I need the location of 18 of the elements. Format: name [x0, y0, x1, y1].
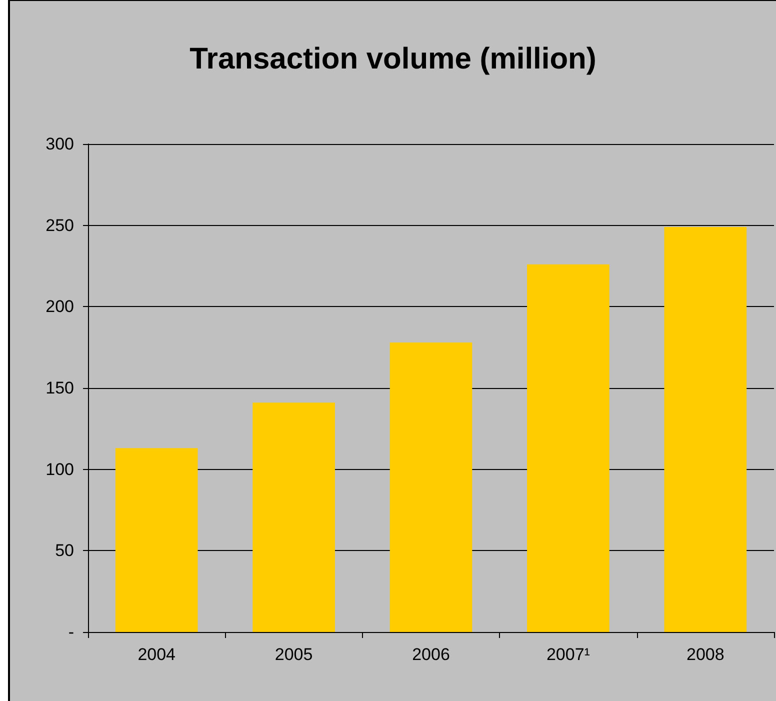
- y-tick-label: 300: [46, 134, 74, 154]
- x-tick-label: 2007¹: [546, 645, 590, 664]
- bar: [664, 226, 747, 632]
- x-tick-label: 2004: [138, 645, 176, 664]
- chart-title: Transaction volume (million): [190, 42, 596, 76]
- y-tick-label: 100: [46, 460, 74, 479]
- x-tick-label: 2005: [274, 645, 313, 664]
- bar: [252, 402, 335, 632]
- y-tick-label: -: [68, 622, 74, 642]
- y-tick-label: 250: [46, 216, 74, 235]
- y-tick-label: 150: [46, 378, 74, 398]
- y-tick-label: 200: [46, 297, 74, 316]
- y-tick-label: 50: [55, 541, 74, 560]
- bar: [390, 342, 472, 632]
- bar: [527, 264, 610, 632]
- x-tick-label: 2008: [686, 645, 724, 664]
- bar: [115, 448, 198, 632]
- x-tick-label: 2006: [412, 645, 450, 664]
